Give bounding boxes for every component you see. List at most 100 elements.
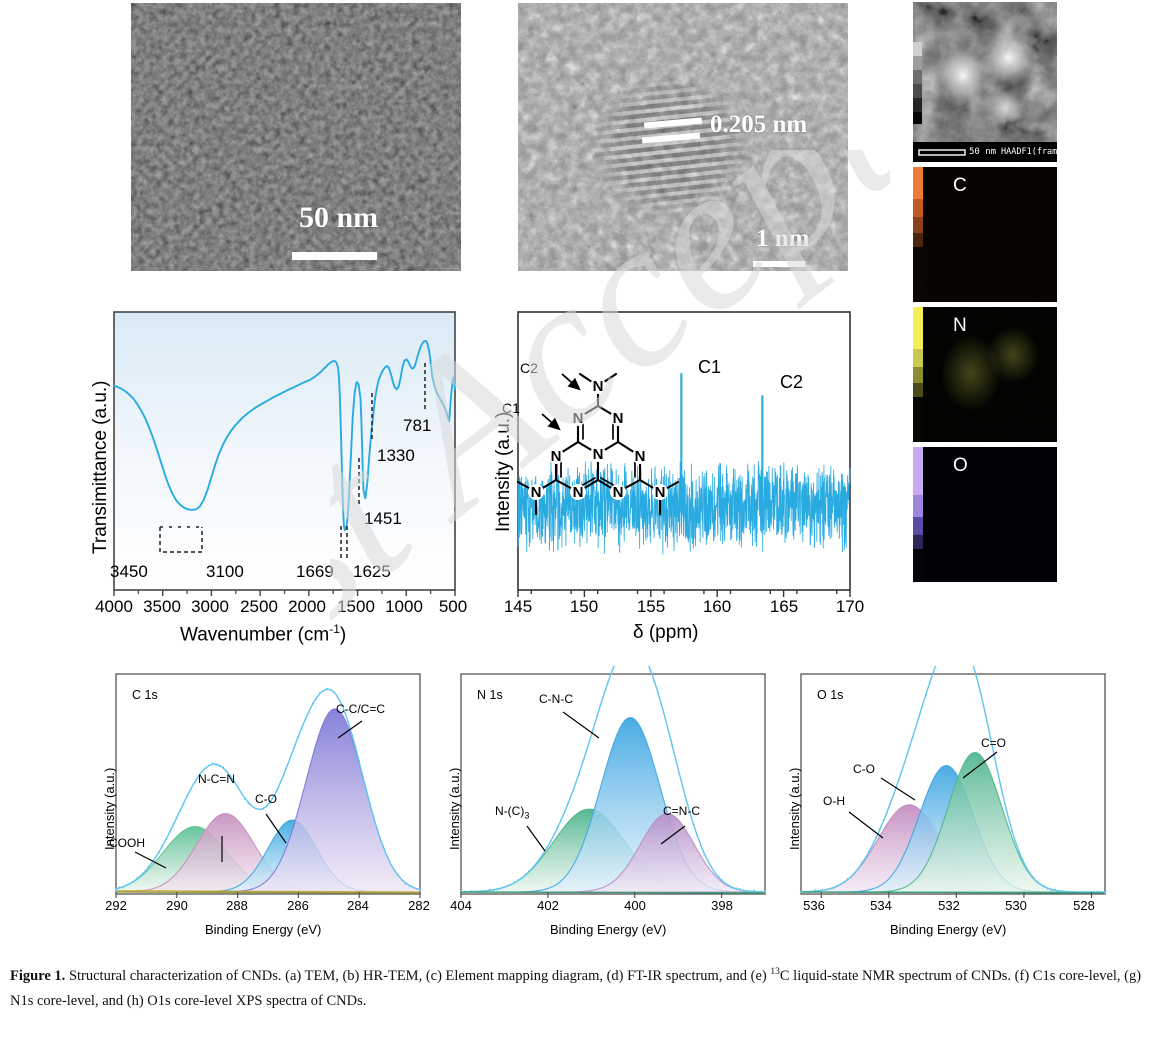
- oxygen-map: [913, 447, 1057, 582]
- c1s-leader-co: [265, 813, 287, 844]
- carbon-map-label: C: [953, 175, 967, 196]
- ir-annot-1330: 1330: [377, 446, 415, 465]
- nmr-y-axis-title: Intensity (a.u.): [493, 411, 514, 532]
- c1s-tick-282: 282: [408, 898, 430, 913]
- svg-text:N: N: [573, 484, 584, 501]
- nmr-tick-165: 165: [769, 597, 799, 616]
- oxygen-map-label: O: [953, 455, 968, 476]
- svg-text:N: N: [573, 410, 584, 427]
- xps-c1s-plot: [115, 673, 421, 898]
- c1s-label-ncn: N-C=N: [198, 772, 236, 786]
- molecule-label-c1: C1: [502, 400, 520, 416]
- ir-annot-1669: 1669: [296, 562, 334, 581]
- caption-part-1: Structural characterization of CNDs. (a)…: [65, 968, 771, 984]
- o1s-tick-530: 530: [1005, 898, 1027, 913]
- ir-bracket-3450-3100: [159, 527, 203, 553]
- panel-e-nmr-chart: N N N N N N N N N N C2: [490, 300, 864, 643]
- ir-annot-1451: 1451: [364, 509, 402, 528]
- hrtem-scalebar-label: 1 nm: [756, 225, 810, 252]
- n1s-tick-398: 398: [711, 898, 733, 913]
- ir-annot-3450: 3450: [110, 562, 148, 581]
- svg-text:N: N: [531, 484, 542, 501]
- n1s-leader-cnc: [562, 711, 600, 739]
- o1s-label-oh: O-H: [823, 794, 845, 808]
- c1s-tick-290: 290: [166, 898, 188, 913]
- panel-h-xps-o1s-chart: O 1s O-H C-O C=O 536 534 532 530 528 Int…: [785, 635, 1125, 956]
- c1s-label-cooh: COOH: [109, 836, 145, 850]
- n1s-label-cnc2: C=N-C: [663, 804, 701, 818]
- nmr-x-axis-title: δ (ppm): [633, 622, 699, 643]
- ir-x-axis-title: Wavenumber (cm-1): [180, 622, 347, 646]
- ir-annot-781: 781: [403, 416, 432, 435]
- c1s-tick-288: 288: [226, 898, 248, 913]
- carbon-map: [913, 167, 1057, 302]
- n1s-y-axis-title: Intensity (a.u.): [447, 767, 462, 850]
- molecule-nitrogen-atoms: N N N N N N N N N N: [528, 378, 668, 501]
- o1s-label-co: C-O: [853, 762, 875, 776]
- o1s-x-axis-title: Binding Energy (eV): [890, 922, 1007, 937]
- ir-tick-1000: 1000: [385, 597, 423, 616]
- ir-tick-2500: 2500: [240, 597, 278, 616]
- xps-n1s-plot: [460, 642, 766, 898]
- svg-text:N: N: [551, 448, 562, 465]
- c1s-label-co: C-O: [255, 792, 277, 806]
- c1s-leader-ccc: [337, 720, 363, 739]
- o1s-panel-title: O 1s: [817, 688, 844, 702]
- molecule-pointer-arrows: [541, 373, 581, 431]
- xps-o1s-plot: [800, 635, 1106, 898]
- caption-prefix: Figure 1.: [10, 968, 66, 984]
- n1s-panel-title: N 1s: [477, 688, 503, 702]
- svg-text:N: N: [613, 410, 624, 427]
- svg-text:N: N: [593, 446, 604, 463]
- tem-scalebar: [292, 252, 377, 260]
- panel-b-hrtem-image: 0.205 nm 1 nm: [518, 3, 848, 271]
- c1s-label-ccc: C-C/C=C: [336, 702, 386, 716]
- nmr-peak-label-c2: C2: [780, 372, 804, 392]
- o1s-tick-536: 536: [803, 898, 825, 913]
- c1s-y-axis-title: Intensity (a.u.): [102, 767, 117, 850]
- figure-caption: Figure 1. Structural characterization of…: [10, 964, 1160, 1015]
- haadf-micrograph: [913, 2, 1057, 162]
- n1s-leader-cnc2: [660, 825, 686, 845]
- o1s-y-axis-title: Intensity (a.u.): [787, 767, 802, 850]
- ftir-plot: [113, 311, 456, 596]
- n1s-tick-402: 402: [537, 898, 559, 913]
- n1s-label-nc3: N-(C)3: [495, 804, 530, 821]
- lattice-spacing-label: 0.205 nm: [710, 111, 808, 138]
- o1s-label-ceqo: C=O: [981, 736, 1007, 750]
- panel-c-element-map-carbon: C: [913, 167, 1057, 302]
- nitrogen-map: [913, 307, 1057, 442]
- panel-d-ftir-chart: 4000 3500 3000 2500 2000 1500 1000 500 3…: [90, 300, 470, 645]
- ir-tick-3000: 3000: [191, 597, 229, 616]
- nmr-peak-label-c1: C1: [698, 357, 722, 377]
- panel-c-element-map-oxygen: O: [913, 447, 1057, 582]
- nmr-tick-150: 150: [569, 597, 599, 616]
- o1s-tick-532: 532: [938, 898, 960, 913]
- nitrogen-map-label: N: [953, 315, 967, 336]
- panel-c-haadf-image: 50 nm HAADF1(frame1): [913, 2, 1057, 162]
- o1s-tick-528: 528: [1073, 898, 1095, 913]
- c1s-leader-cooh: [134, 851, 167, 869]
- nmr-plot: N N N N N N N N N N: [516, 311, 851, 597]
- c1s-tick-284: 284: [347, 898, 369, 913]
- ir-annot-1625: 1625: [353, 562, 391, 581]
- tem-micrograph: [131, 3, 461, 271]
- tem-scalebar-label: 50 nm: [299, 201, 379, 234]
- c1s-x-axis-title: Binding Energy (eV): [205, 922, 322, 937]
- haadf-frame-label: HAADF1(frame1): [1001, 147, 1057, 157]
- svg-text:N: N: [655, 484, 666, 501]
- o1s-leader-oh: [848, 811, 884, 839]
- molecule-label-c2: C2: [520, 360, 538, 376]
- svg-text:N: N: [635, 448, 646, 465]
- hrtem-scalebar: [753, 261, 805, 267]
- panel-g-xps-n1s-chart: N 1s N-(C)3 C-N-C C=N-C 404 402 400 398 …: [445, 642, 785, 956]
- haadf-scalebar-label: 50 nm: [969, 147, 997, 157]
- o1s-tick-534: 534: [870, 898, 892, 913]
- ir-tick-4000: 4000: [95, 597, 133, 616]
- n1s-x-axis-title: Binding Energy (eV): [550, 922, 667, 937]
- panel-c-element-map-nitrogen: N: [913, 307, 1057, 442]
- ir-tick-500: 500: [438, 597, 468, 616]
- svg-text:N: N: [613, 484, 624, 501]
- ir-y-axis-title: Transimittance (a.u.): [90, 380, 111, 554]
